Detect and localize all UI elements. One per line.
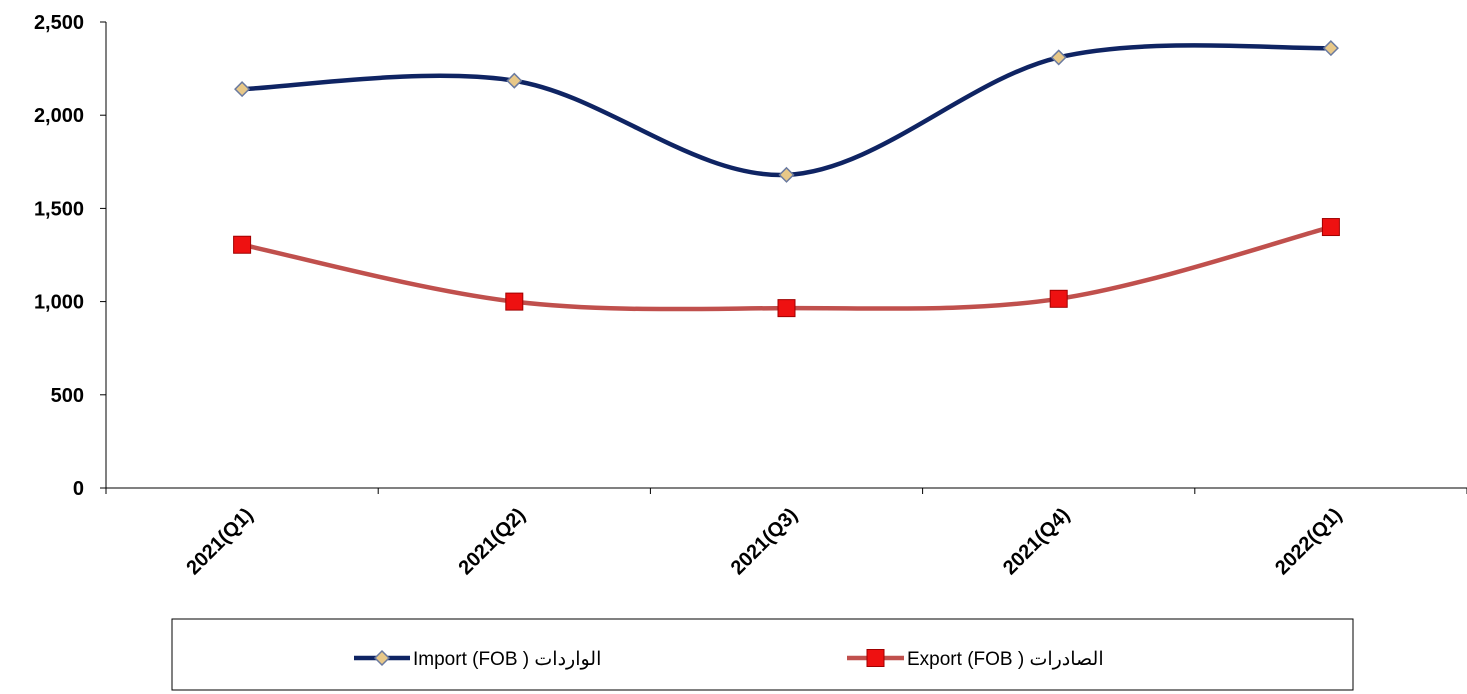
legend-box xyxy=(171,618,1354,691)
import-series-line xyxy=(239,43,1334,178)
x-axis-category-label: 2021(Q2) xyxy=(455,504,530,579)
y-axis-tick-label: 1,000 xyxy=(34,292,84,314)
import-data-point xyxy=(778,166,795,183)
y-axis-tick-label: 1,500 xyxy=(34,198,84,220)
export-data-point xyxy=(777,299,796,318)
import-data-point xyxy=(1322,40,1339,57)
import-data-point xyxy=(234,81,251,98)
y-axis-tick-label: 500 xyxy=(51,385,84,407)
x-axis-category-label: 2021(Q3) xyxy=(727,504,802,579)
axes xyxy=(100,21,1467,494)
import-data-point xyxy=(1050,49,1067,66)
export-data-point xyxy=(1049,289,1068,308)
x-axis-category-label: 2021(Q1) xyxy=(182,504,257,579)
legend-export-label: Export (FOB ) الصادرات xyxy=(907,649,1104,670)
legend-import-label: Import (FOB ) الواردات xyxy=(413,649,601,670)
x-axis-category-label: 2021(Q4) xyxy=(999,504,1074,579)
legend-export-marker xyxy=(866,649,885,667)
y-axis-tick-label: 2,500 xyxy=(34,12,84,34)
x-axis-category-label: 2022(Q1) xyxy=(1271,504,1346,579)
import-data-point xyxy=(506,72,523,89)
y-axis-tick-label: 2,000 xyxy=(34,105,84,127)
legend-import-marker xyxy=(373,649,391,667)
series-markers xyxy=(233,40,1340,318)
legend: Import (FOB ) الواردات Export (FOB ) الصا… xyxy=(171,618,1354,691)
y-axis-tick-label: 0 xyxy=(73,478,84,500)
y-axis-tick-labels: 0 500 1,000 1,500 2,000 2,500 xyxy=(34,12,84,500)
export-data-point xyxy=(233,235,252,254)
export-series-line xyxy=(239,224,1334,312)
x-axis-tick-labels: 2021(Q1) 2021(Q2) 2021(Q3) 2021(Q4) 2022(Q1) xyxy=(182,504,1346,579)
export-data-point xyxy=(505,292,524,311)
export-data-point xyxy=(1321,218,1340,237)
